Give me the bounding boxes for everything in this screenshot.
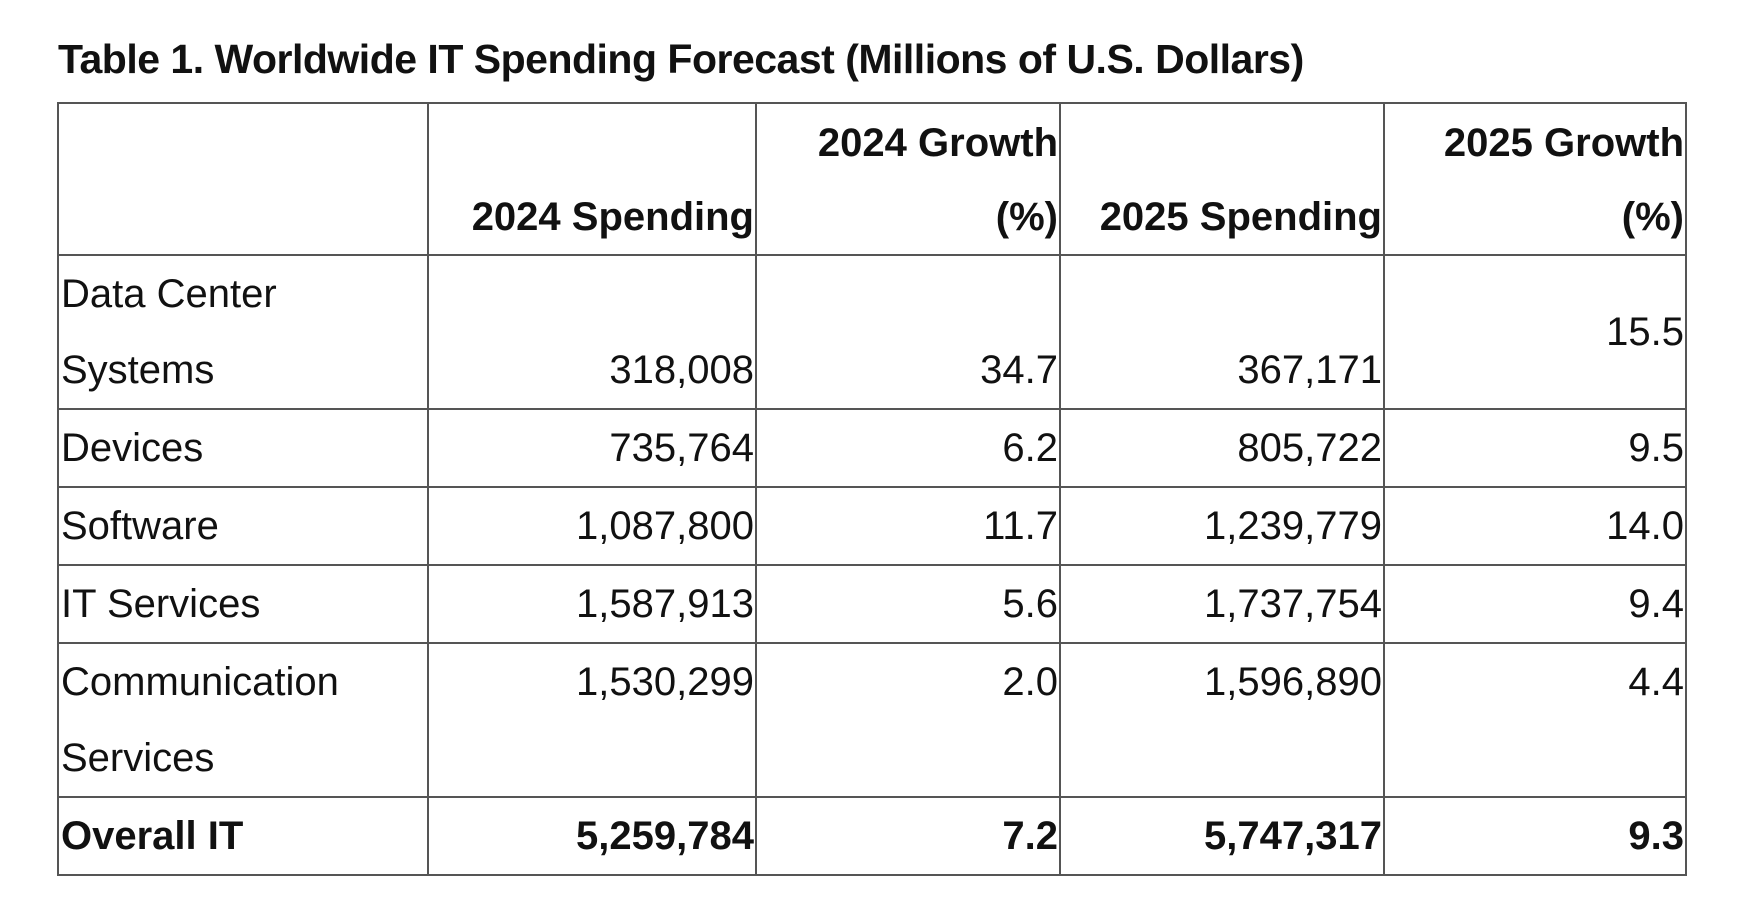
cell-2024-growth: 11.7 bbox=[755, 486, 1061, 566]
row-label: Devices bbox=[57, 408, 429, 488]
cell-2024-growth: 34.7 bbox=[755, 254, 1061, 410]
table-title: Table 1. Worldwide IT Spending Forecast … bbox=[58, 36, 1304, 82]
row-label: Data Center Systems bbox=[57, 254, 429, 410]
row-label: Software bbox=[57, 486, 429, 566]
cell-2025-spending: 805,722 bbox=[1059, 408, 1385, 488]
header-cell-label bbox=[57, 102, 429, 256]
header-cell-2025-spending: 2025 Spending bbox=[1059, 102, 1385, 256]
cell-2025-spending: 1,596,890 bbox=[1059, 642, 1385, 798]
cell-2024-spending: 1,530,299 bbox=[427, 642, 757, 798]
cell-2025-growth: 4.4 bbox=[1383, 642, 1687, 798]
cell-2025-growth: 9.3 bbox=[1383, 796, 1687, 876]
cell-2024-spending: 318,008 bbox=[427, 254, 757, 410]
cell-2024-spending: 1,087,800 bbox=[427, 486, 757, 566]
cell-2025-growth: 9.5 bbox=[1383, 408, 1687, 488]
it-spending-table: 2024 Spending 2024 Growth (%) 2025 Spend… bbox=[57, 102, 1687, 876]
cell-2024-growth: 5.6 bbox=[755, 564, 1061, 644]
cell-2025-spending: 1,239,779 bbox=[1059, 486, 1385, 566]
table-row: IT Services 1,587,913 5.6 1,737,754 9.4 bbox=[57, 564, 1687, 644]
table-row: Devices 735,764 6.2 805,722 9.5 bbox=[57, 408, 1687, 488]
cell-2024-spending: 5,259,784 bbox=[427, 796, 757, 876]
header-cell-2024-spending: 2024 Spending bbox=[427, 102, 757, 256]
table-row: Software 1,087,800 11.7 1,239,779 14.0 bbox=[57, 486, 1687, 566]
header-cell-2025-growth: 2025 Growth (%) bbox=[1383, 102, 1687, 256]
header-cell-2024-growth: 2024 Growth (%) bbox=[755, 102, 1061, 256]
cell-2025-spending: 5,747,317 bbox=[1059, 796, 1385, 876]
cell-2024-spending: 1,587,913 bbox=[427, 564, 757, 644]
cell-2025-growth: 9.4 bbox=[1383, 564, 1687, 644]
cell-2024-growth: 6.2 bbox=[755, 408, 1061, 488]
cell-2025-growth: 14.0 bbox=[1383, 486, 1687, 566]
cell-2025-spending: 367,171 bbox=[1059, 254, 1385, 410]
cell-2024-growth: 2.0 bbox=[755, 642, 1061, 798]
header-row: 2024 Spending 2024 Growth (%) 2025 Spend… bbox=[57, 102, 1687, 256]
cell-2024-spending: 735,764 bbox=[427, 408, 757, 488]
table-row-total: Overall IT 5,259,784 7.2 5,747,317 9.3 bbox=[57, 796, 1687, 876]
cell-2024-growth: 7.2 bbox=[755, 796, 1061, 876]
table-row: Communication Services 1,530,299 2.0 1,5… bbox=[57, 642, 1687, 798]
row-label: Overall IT bbox=[57, 796, 429, 876]
row-label: Communication Services bbox=[57, 642, 429, 798]
row-label: IT Services bbox=[57, 564, 429, 644]
table-row: Data Center Systems 318,008 34.7 367,171… bbox=[57, 254, 1687, 410]
cell-2025-spending: 1,737,754 bbox=[1059, 564, 1385, 644]
cell-2025-growth: 15.5 bbox=[1383, 254, 1687, 410]
